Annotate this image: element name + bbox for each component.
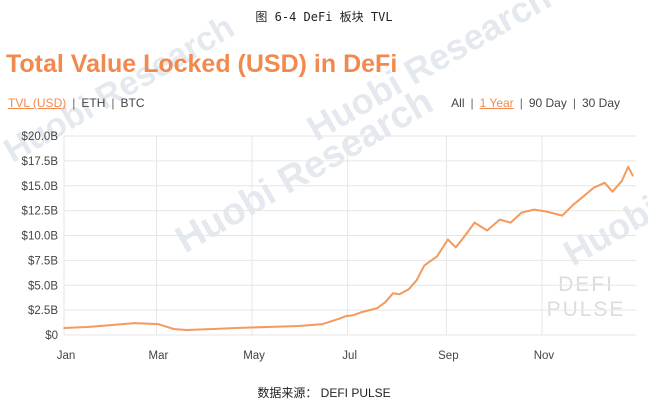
currency-option-btc[interactable]: BTC <box>120 96 145 110</box>
tvl-series-line <box>63 165 634 331</box>
tvl-data-point <box>376 307 379 309</box>
tvl-data-point <box>212 328 214 330</box>
tvl-data-point <box>509 221 512 224</box>
x-tick-label: Jul <box>342 350 357 362</box>
x-axis-ticks: Jan Mar May Jul Sep Nov <box>57 350 555 362</box>
chart-title: Total Value Locked (USD) in DeFi <box>6 50 398 78</box>
x-tick-label: Mar <box>149 350 169 362</box>
defi-pulse-line1: DEFI <box>558 273 614 296</box>
currency-toggle: TVL (USD) | ETH | BTC <box>8 96 145 110</box>
tvl-data-point <box>63 327 65 329</box>
tvl-data-point <box>498 218 501 221</box>
y-tick-label: $2.5B <box>28 305 58 317</box>
tvl-data-point <box>447 238 449 241</box>
tvl-data-point <box>583 194 586 197</box>
currency-option-eth[interactable]: ETH <box>81 96 106 110</box>
tvl-data-point <box>486 229 488 232</box>
tvl-data-point <box>545 210 548 213</box>
tvl-data-point <box>423 264 426 267</box>
tvl-data-point <box>345 315 347 317</box>
tvl-data-point <box>561 214 564 217</box>
tvl-data-point <box>321 323 324 325</box>
tvl-data-point <box>110 324 112 326</box>
range-option-1-year[interactable]: 1 Year <box>479 96 514 110</box>
y-tick-label: $5.0B <box>28 280 58 292</box>
tvl-data-point <box>603 181 606 184</box>
tvl-data-point <box>235 327 238 329</box>
tvl-data-point <box>533 208 535 211</box>
y-tick-label: $7.5B <box>28 255 58 267</box>
series-layer <box>63 165 634 331</box>
defi-pulse-line2: PULSE <box>546 298 626 321</box>
tvl-line-chart: $0 $2.5B $5.0B $7.5B $10.0B $12.5B $15.0B $17.5… <box>22 131 636 362</box>
tvl-data-point <box>436 255 438 258</box>
y-tick-label: $0 <box>45 330 58 342</box>
tvl-data-point <box>632 175 634 177</box>
y-tick-label: $15.0B <box>22 181 59 193</box>
tvl-data-point <box>415 279 418 282</box>
tvl-data-point <box>360 311 363 313</box>
x-tick-label: Sep <box>438 350 458 362</box>
tvl-data-point <box>157 323 159 325</box>
defi-pulse-logo: DEFI PULSE <box>546 272 626 322</box>
figure-caption: 图 6-4 DeFi 板块 TVL <box>255 10 393 24</box>
y-axis-ticks: $0 $2.5B $5.0B $7.5B $10.0B $12.5B $15.0B $17.5… <box>22 131 59 342</box>
tvl-data-point <box>407 288 410 291</box>
tvl-data-point <box>353 314 355 316</box>
tvl-data-point <box>133 322 136 324</box>
range-toggle: All | 1 Year | 90 Day | 30 Day <box>451 96 620 110</box>
source-note: 数据来源： DEFI PULSE <box>257 386 391 400</box>
range-option-30-day[interactable]: 30 Day <box>581 96 620 110</box>
x-tick-label: Jan <box>57 350 76 362</box>
grid-layer <box>63 135 636 336</box>
tvl-data-point <box>172 328 175 330</box>
x-tick-label: May <box>243 350 265 362</box>
tvl-data-point <box>462 236 465 239</box>
range-option-all[interactable]: All <box>451 96 465 110</box>
tvl-data-point <box>520 211 523 214</box>
tvl-data-point <box>298 325 300 327</box>
tvl-data-point <box>185 329 188 331</box>
currency-option-tvl-usd[interactable]: TVL (USD) <box>8 96 67 110</box>
tvl-data-point <box>473 221 476 224</box>
tvl-data-point <box>384 301 387 303</box>
y-tick-label: $20.0B <box>22 131 59 143</box>
tvl-data-point <box>337 318 340 320</box>
tvl-data-point <box>621 179 623 182</box>
tvl-data-point <box>627 166 629 168</box>
y-tick-label: $12.5B <box>22 206 59 218</box>
tvl-data-point <box>454 246 457 249</box>
tvl-data-point <box>572 203 575 206</box>
tvl-data-point <box>266 326 269 328</box>
tvl-data-point <box>398 293 401 296</box>
y-tick-label: $17.5B <box>22 156 59 168</box>
tvl-data-point <box>592 186 595 189</box>
x-tick-label: Nov <box>534 350 555 362</box>
range-option-90-day[interactable]: 90 Day <box>528 96 567 110</box>
y-tick-label: $10.0B <box>22 231 59 243</box>
tvl-data-point <box>392 292 394 295</box>
tvl-data-point <box>86 326 89 328</box>
tvl-data-point <box>611 190 614 193</box>
